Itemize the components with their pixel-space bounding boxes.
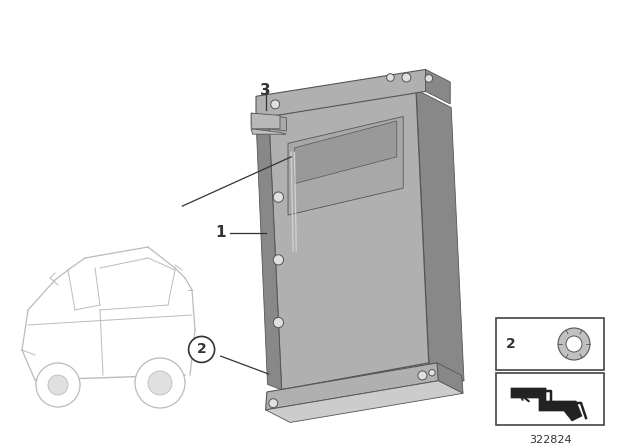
- Circle shape: [402, 73, 411, 82]
- Text: 322824: 322824: [529, 435, 572, 445]
- Polygon shape: [251, 129, 287, 134]
- Polygon shape: [426, 69, 451, 104]
- Polygon shape: [251, 113, 280, 129]
- Circle shape: [558, 328, 590, 360]
- Polygon shape: [256, 69, 426, 119]
- Bar: [496, 373, 604, 425]
- Circle shape: [273, 318, 284, 327]
- Polygon shape: [511, 388, 582, 421]
- Circle shape: [418, 371, 427, 380]
- Circle shape: [566, 336, 582, 352]
- Circle shape: [273, 192, 284, 202]
- Circle shape: [271, 100, 280, 109]
- Circle shape: [269, 399, 278, 408]
- Circle shape: [273, 255, 284, 265]
- Circle shape: [135, 358, 185, 408]
- Polygon shape: [416, 90, 464, 381]
- Text: 2: 2: [506, 337, 516, 351]
- Text: 2: 2: [196, 342, 207, 357]
- Circle shape: [429, 370, 435, 376]
- Circle shape: [387, 73, 394, 82]
- Bar: [496, 318, 604, 370]
- Circle shape: [425, 74, 433, 82]
- Circle shape: [48, 375, 68, 395]
- Circle shape: [148, 371, 172, 395]
- Polygon shape: [266, 363, 438, 410]
- Polygon shape: [288, 116, 403, 215]
- Polygon shape: [256, 116, 282, 390]
- Polygon shape: [266, 381, 463, 422]
- Polygon shape: [269, 90, 429, 390]
- Polygon shape: [251, 113, 287, 131]
- Text: 3: 3: [260, 83, 271, 98]
- Text: 1: 1: [215, 225, 225, 241]
- Circle shape: [189, 336, 214, 362]
- Circle shape: [36, 363, 80, 407]
- Polygon shape: [437, 363, 463, 393]
- Polygon shape: [294, 121, 397, 184]
- Polygon shape: [282, 363, 464, 408]
